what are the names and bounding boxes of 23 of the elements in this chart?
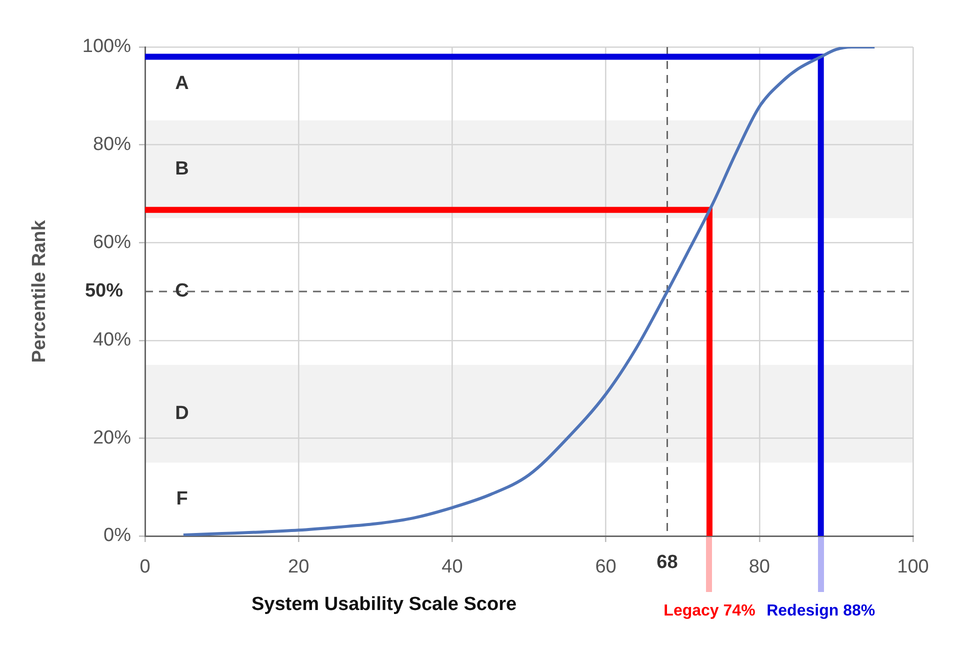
x-axis-title: System Usability Scale Score [251, 594, 517, 616]
y-tick-label: 20% [92, 427, 132, 448]
x-tick-label: 60 [595, 556, 616, 578]
band-label: B [175, 158, 189, 180]
y-tick-label: 0% [104, 525, 132, 546]
text: Legacy 74% [664, 602, 756, 620]
x-tick-label: 80 [748, 556, 770, 578]
x-tick-label: 40 [442, 556, 463, 578]
y-tick-label: 80% [92, 134, 132, 156]
text: Redesign 88% [766, 602, 876, 620]
y-tick-label: 60% [92, 232, 132, 253]
ref-line-label: 50% [84, 280, 124, 302]
y-tick-label: 100% [82, 36, 132, 58]
annotation: A [175, 72, 190, 94]
annotation: F [176, 488, 188, 510]
annotation: C [175, 280, 190, 302]
y-axis-title: Percentile Rank [29, 220, 50, 363]
band-label: D [175, 402, 189, 424]
x-tick-label: 100 [897, 556, 929, 578]
x-tick-label: 0 [140, 556, 150, 578]
x-tick-label: 20 [288, 556, 310, 578]
ref-line-label: 68 [656, 552, 678, 574]
y-tick-label: 40% [92, 330, 132, 351]
